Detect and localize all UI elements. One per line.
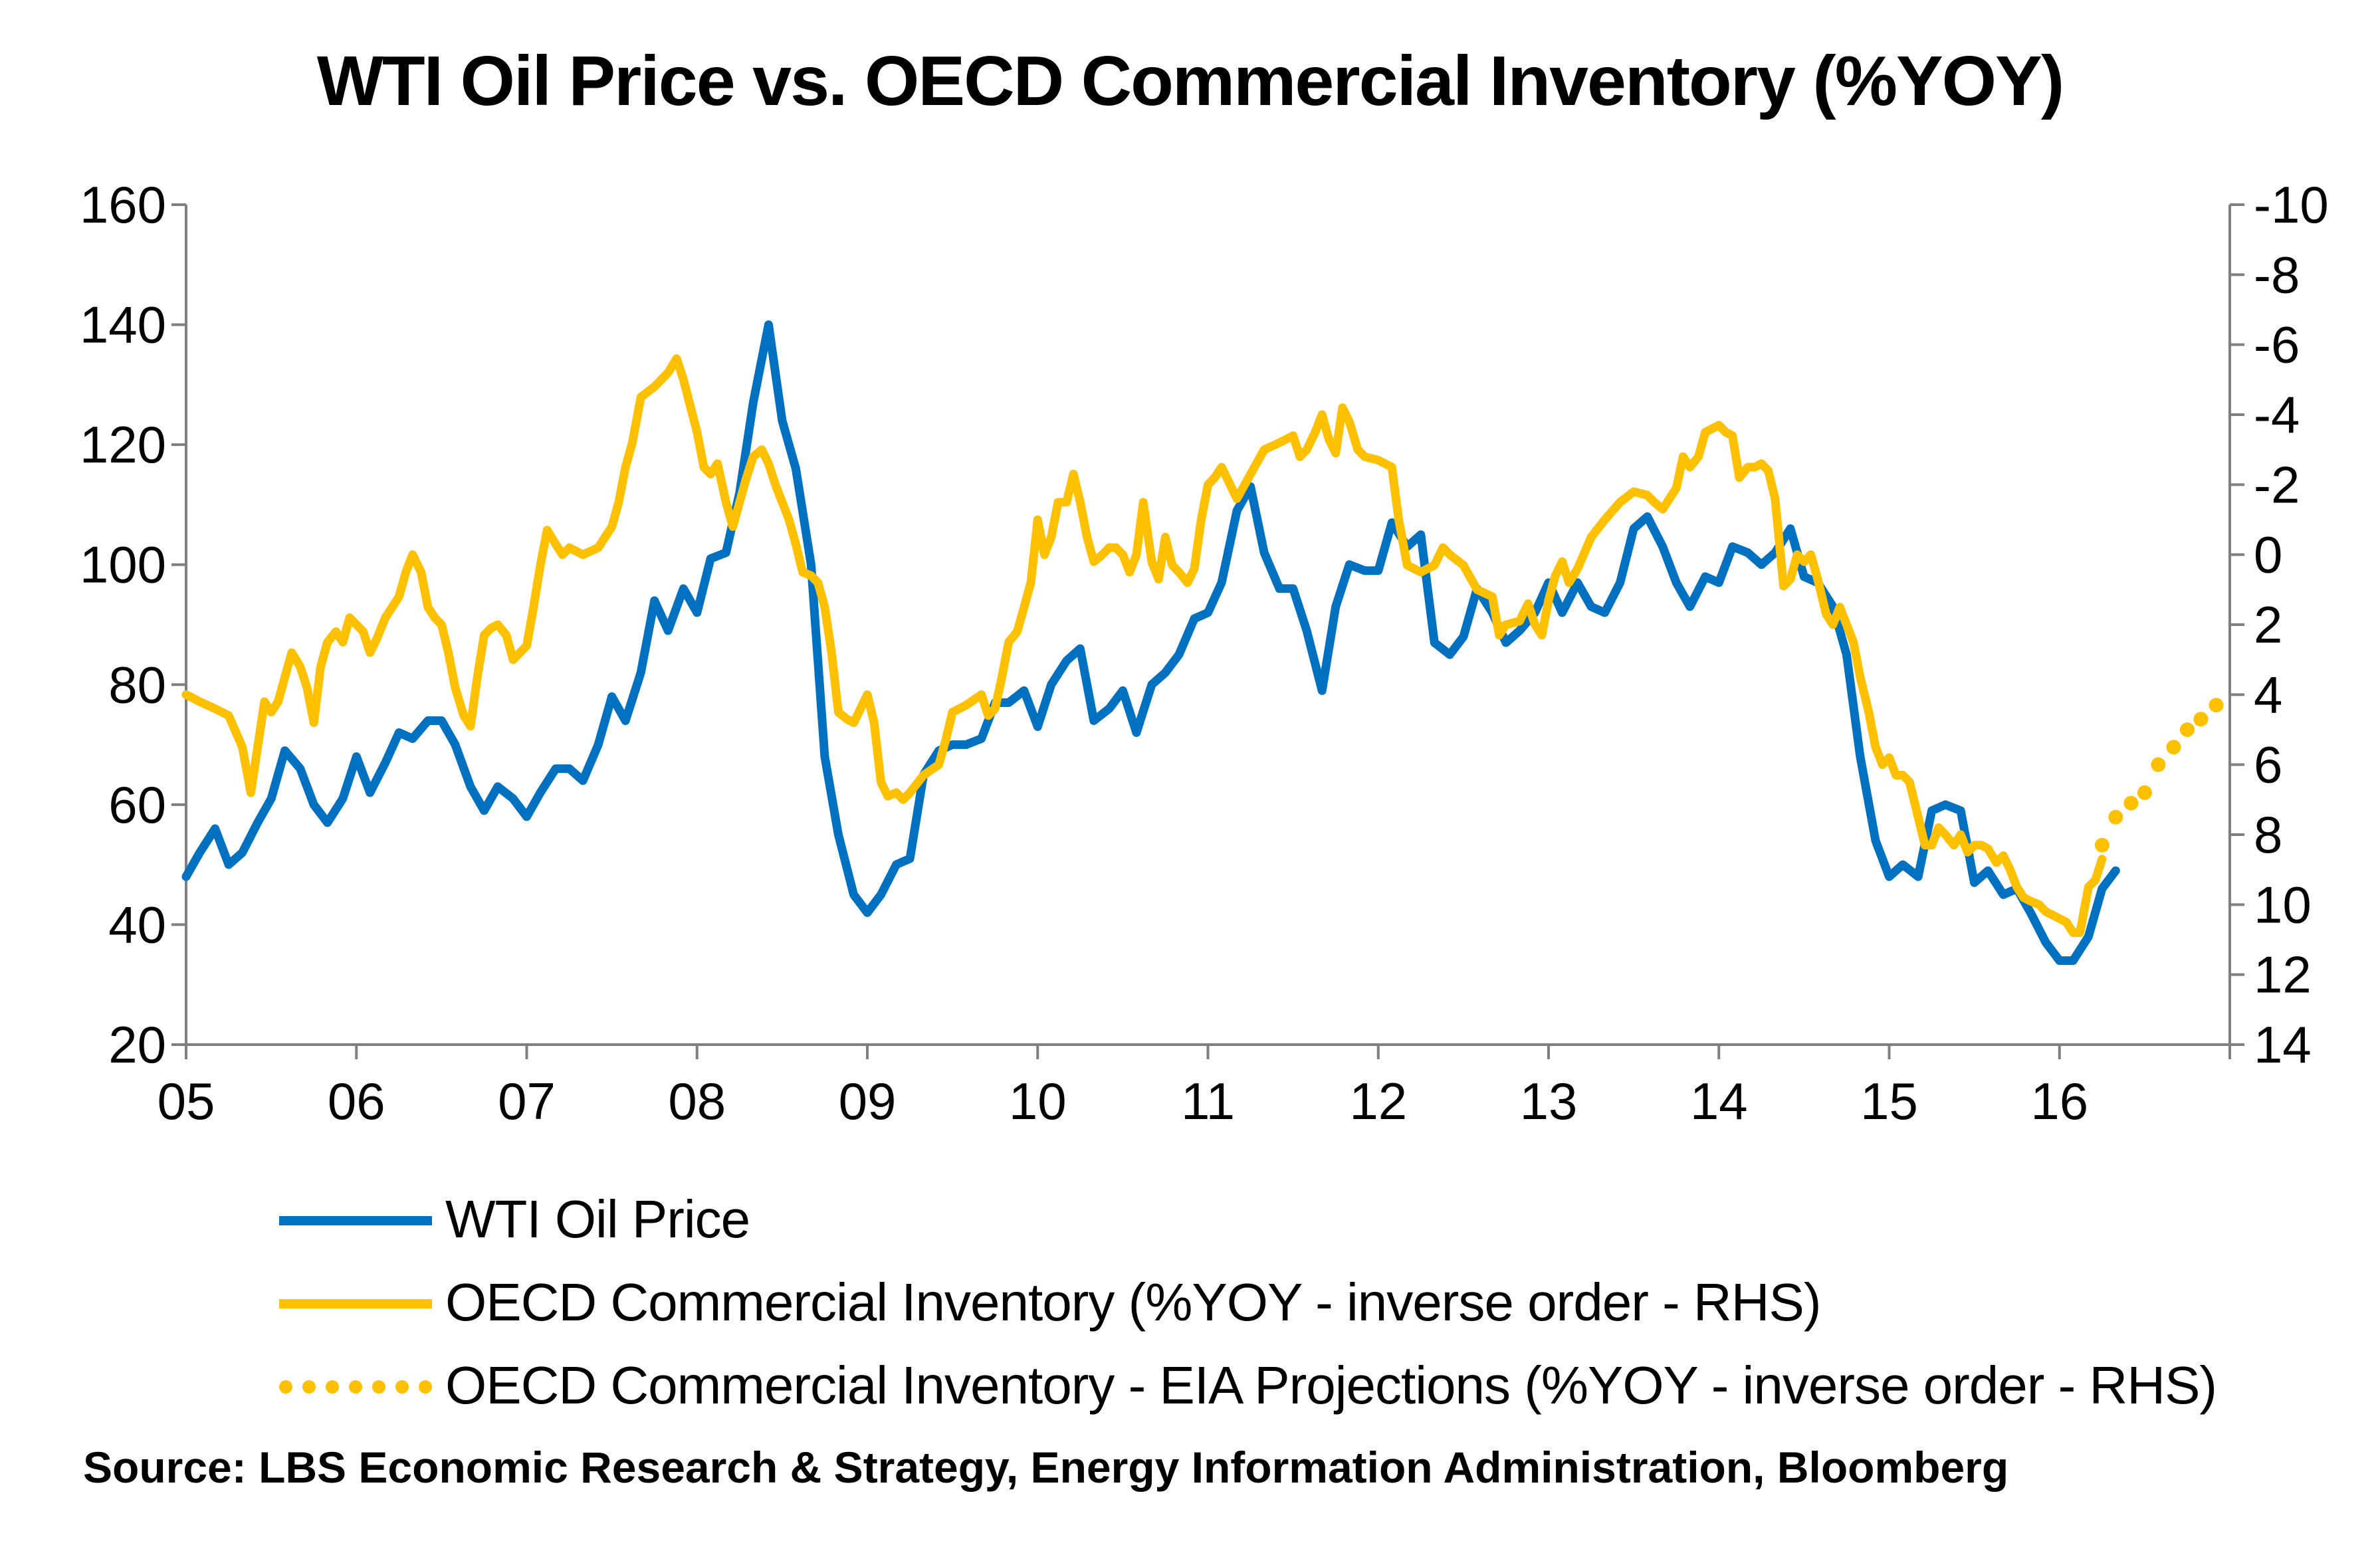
x-tick-label: 10 [1009,1072,1067,1130]
eia-projection-point [2193,712,2209,727]
x-tick-label: 09 [839,1072,897,1130]
eia-projection-point [2094,837,2110,853]
right-tick-label: 4 [2254,665,2282,724]
eia-projection-point [2108,809,2123,825]
left-tick-label: 40 [108,895,166,954]
left-tick-label: 20 [108,1015,166,1074]
right-tick-label: -2 [2254,455,2300,514]
x-tick-label: 14 [1690,1072,1748,1130]
eia-projection-point [2123,795,2139,811]
series-line-wti [181,320,2120,966]
x-tick-label: 11 [1181,1072,1235,1130]
right-tick-label: 14 [2254,1015,2312,1074]
right-tick-label: -10 [2254,175,2329,234]
legend-label-eia: OECD Commercial Inventory - EIA Projecti… [445,1356,2217,1415]
legend-swatch-wti [279,1216,432,1225]
legend-swatch-eia [279,1380,432,1394]
left-tick-label: 60 [108,775,166,834]
x-tick-label: 07 [498,1072,556,1130]
source-note: Source: LBS Economic Research & Strategy… [83,1443,2009,1492]
eia-projection-point [2151,757,2166,772]
x-tick-label: 13 [1520,1072,1578,1130]
right-tick-label: 12 [2254,946,2312,1004]
left-tick-label: 80 [108,655,166,714]
left-tick-label: 160 [80,175,166,234]
left-tick-label: 100 [80,536,166,594]
right-tick-label: -8 [2254,245,2300,304]
right-tick-label: -6 [2254,316,2300,374]
right-tick-label: 8 [2254,805,2282,864]
eia-projection-point [2137,785,2152,800]
right-tick-label: -4 [2254,385,2300,444]
chart-title: WTI Oil Price vs. OECD Commercial Invent… [316,42,2064,120]
x-tick-label: 08 [668,1072,726,1130]
eia-projection-point [2179,722,2195,737]
left-tick-label: 120 [80,415,166,474]
x-tick-label: 05 [158,1072,215,1130]
right-tick-label: 10 [2254,875,2312,934]
legend-label-wti: WTI Oil Price [445,1189,750,1249]
right-tick-label: 2 [2254,595,2282,654]
left-tick-label: 140 [80,296,166,354]
right-tick-label: 6 [2254,736,2282,794]
x-tick-label: 06 [328,1072,385,1130]
eia-projection-point [2209,698,2224,713]
series-line-oecd [181,354,2107,937]
legend-swatch-oecd [279,1299,432,1308]
eia-projection-point [2166,740,2181,755]
legend-label-oecd: OECD Commercial Inventory (%YOY - invers… [445,1273,1821,1332]
x-tick-label: 12 [1349,1072,1407,1130]
x-tick-label: 16 [2030,1072,2088,1130]
axes: 2040608010012014016014121086420-2-4-6-8-… [80,175,2329,1130]
series-layer [181,320,2224,966]
x-tick-label: 15 [1860,1072,1918,1130]
right-tick-label: 0 [2254,526,2282,584]
